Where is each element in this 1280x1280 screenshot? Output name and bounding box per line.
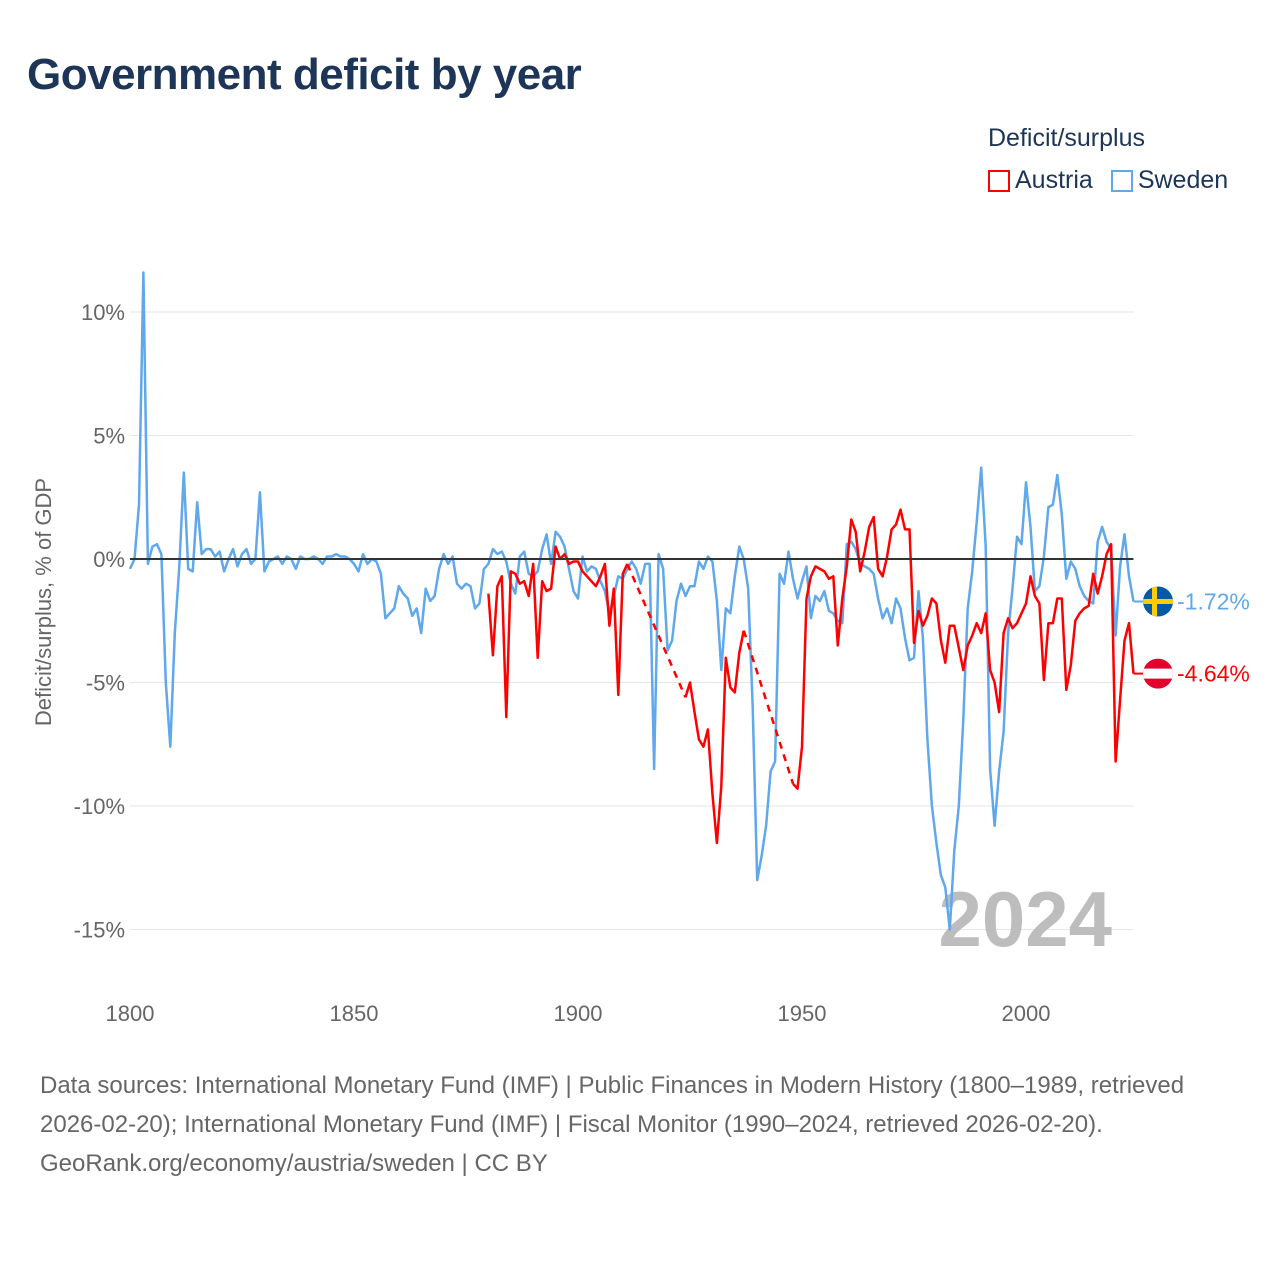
flag-cross-h [1143,598,1173,604]
legend-label-austria: Austria [1015,166,1093,194]
legend-swatch-austria [988,169,1010,192]
series-gap-dashed-austria [742,630,795,785]
year-watermark: 2024 [938,875,1112,963]
legend-item-austria[interactable]: Austria [988,166,1093,195]
series-gap-dashed-austria [626,563,687,698]
series-line-austria [792,508,1135,790]
y-tick-label: -15% [74,918,125,943]
sweden-flag-icon [1143,586,1173,617]
y-tick-label: -5% [86,671,125,696]
x-tick-label: 1950 [778,1001,827,1026]
y-tick-label: -10% [74,794,125,819]
x-tick-label: 1800 [106,1001,155,1026]
end-value-label-austria: -4.64% [1177,661,1250,687]
x-tick-label: 1850 [330,1001,379,1026]
austria-flag-icon [1143,658,1173,689]
series-line-austria [487,545,629,719]
y-tick-label: 5% [93,424,125,449]
flag-white [1143,668,1173,679]
series-line-austria [684,630,745,845]
series-line-sweden [128,271,1135,931]
legend-item-sweden[interactable]: Sweden [1110,166,1229,195]
credit-link[interactable]: GeoRank.org/economy/austria/sweden | CC … [40,1150,548,1177]
legend-swatch-sweden [1110,169,1133,192]
flag-cross-v [1152,586,1157,617]
data-sources: Data sources: International Monetary Fun… [40,1072,1185,1138]
y-axis-title: Deficit/surplus, % of GDP [31,478,56,726]
legend-title: Deficit/surplus [988,124,1145,152]
footer: Data sources: International Monetary Fun… [40,1066,1240,1183]
legend-label-sweden: Sweden [1137,166,1229,194]
series-sweden: -1.72% [128,271,1250,931]
legend: Austria Sweden [988,166,1228,195]
series-austria: -4.64% [487,508,1250,845]
end-value-label-sweden: -1.72% [1177,588,1250,614]
x-tick-label: 1900 [554,1001,603,1026]
y-tick-label: 0% [93,547,125,572]
y-tick-label: 10% [81,300,125,325]
chart-title: Government deficit by year [27,50,582,99]
x-tick-label: 2000 [1002,1001,1051,1026]
